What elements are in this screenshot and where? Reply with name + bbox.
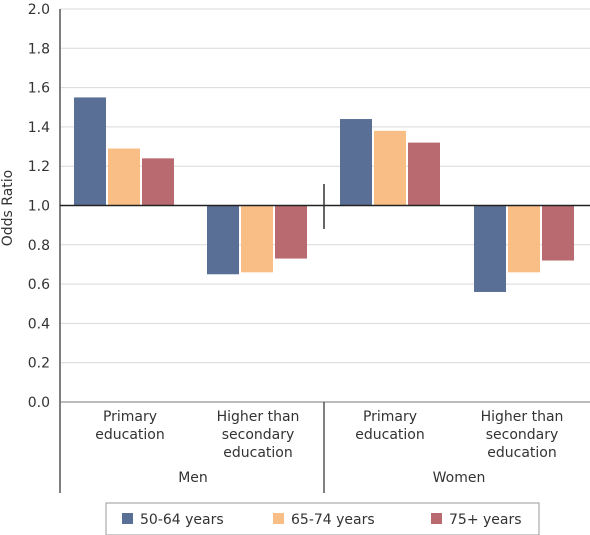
- group-labels: Men Women: [178, 470, 485, 486]
- y-tick-label: 2.0: [28, 2, 50, 18]
- legend-label: 65-74 years: [291, 512, 375, 528]
- category-label: secondary: [486, 427, 559, 443]
- y-tick-label: 0.0: [28, 395, 50, 411]
- y-tick-label: 1.6: [28, 81, 50, 97]
- bar-65-74-years-2: [374, 130, 406, 206]
- bar-75-years-1: [275, 205, 307, 259]
- category-label: education: [355, 427, 424, 443]
- y-tick-label: 0.4: [28, 316, 50, 332]
- y-axis-ticks: 0.0 0.2 0.4 0.6 0.8 1.0 1.2 1.4 1.6 1.8 2.0: [28, 2, 50, 411]
- y-tick-label: 0.6: [28, 277, 50, 293]
- bar-75-years-0: [142, 158, 174, 206]
- legend-swatch: [273, 513, 284, 524]
- legend-swatch: [431, 513, 442, 524]
- category-label: education: [487, 445, 556, 461]
- bar-50-64-years-1: [207, 205, 239, 275]
- bar-50-64-years-2: [340, 119, 372, 206]
- y-axis-label: Odds Ratio: [0, 170, 16, 246]
- category-labels: Primary education Higher than secondary educ…: [95, 409, 563, 461]
- category-label: Primary: [363, 409, 417, 425]
- y-tick-label: 0.2: [28, 356, 50, 372]
- y-tick-label: 1.8: [28, 41, 50, 57]
- legend-label: 75+ years: [449, 512, 522, 528]
- bar-65-74-years-3: [508, 205, 540, 273]
- category-label: Higher than: [217, 409, 300, 425]
- bars: [74, 97, 574, 292]
- y-tick-label: 1.4: [28, 120, 50, 136]
- category-label: education: [95, 427, 164, 443]
- legend-swatch: [122, 513, 133, 524]
- bar-75-years-3: [542, 205, 574, 261]
- category-label: Primary: [103, 409, 157, 425]
- bar-65-74-years-1: [241, 205, 273, 273]
- category-label: education: [223, 445, 292, 461]
- legend: 50-64 years 65-74 years 75+ years: [105, 502, 540, 535]
- bar-65-74-years-0: [108, 148, 140, 206]
- y-tick-label: 0.8: [28, 238, 50, 254]
- legend-box: [105, 502, 540, 535]
- group-label: Women: [433, 470, 486, 486]
- group-label: Men: [178, 470, 208, 486]
- category-label: Higher than: [481, 409, 564, 425]
- bar-50-64-years-3: [474, 205, 506, 292]
- bar-50-64-years-0: [74, 97, 106, 206]
- bar-75-years-2: [408, 142, 440, 206]
- category-label: secondary: [222, 427, 295, 443]
- y-tick-label: 1.0: [28, 199, 50, 215]
- y-tick-label: 1.2: [28, 159, 50, 175]
- legend-label: 50-64 years: [140, 512, 224, 528]
- axes: [59, 9, 590, 493]
